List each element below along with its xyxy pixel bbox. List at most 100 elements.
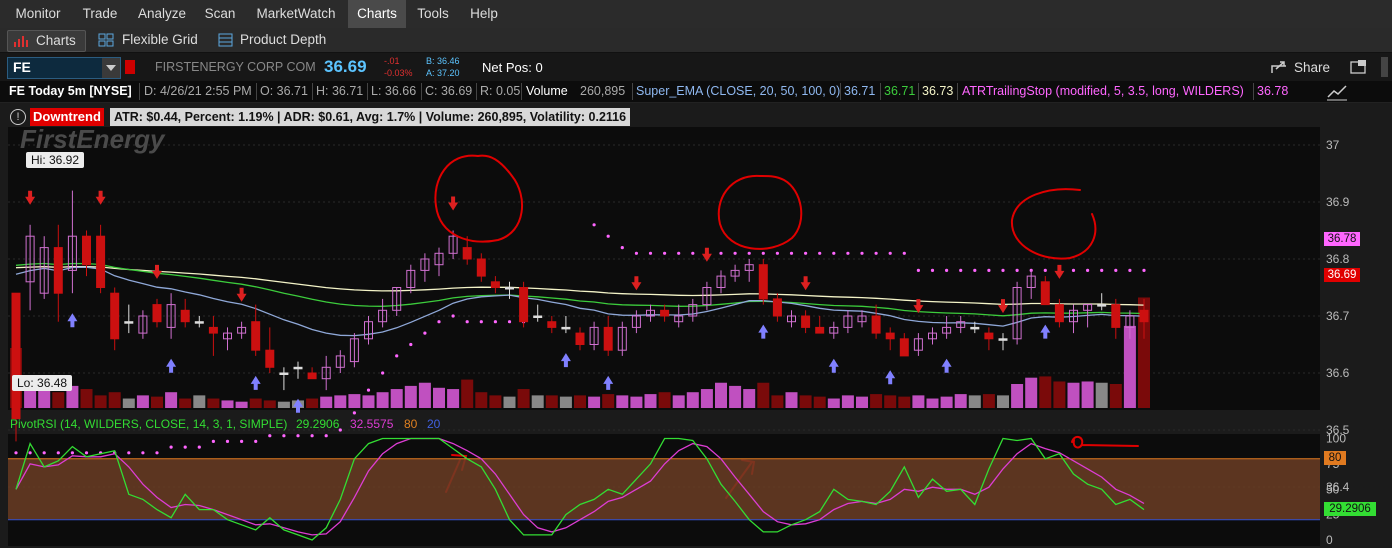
atr-stop-dot: [296, 434, 300, 438]
candle-body: [505, 287, 514, 290]
volume-bar: [658, 392, 671, 408]
atr-stop-dot: [282, 434, 286, 438]
volume-bar: [447, 389, 460, 408]
atr-stop-dot: [930, 268, 935, 272]
volume-bar: [52, 392, 65, 408]
buy-signal-arrow: [885, 370, 896, 385]
candle-body: [194, 321, 204, 324]
volume-bar: [588, 396, 601, 408]
candle-body: [138, 315, 148, 334]
share-button[interactable]: Share: [1268, 53, 1332, 81]
atr-study-label[interactable]: ATRTrailingStop (modified, 5, 3.5, long,…: [962, 84, 1244, 98]
atr-stop-dot: [1142, 268, 1146, 272]
volume-bar: [940, 396, 953, 408]
annotation-circle-3: [1010, 188, 1097, 260]
ema-value-fast: 36.73: [922, 84, 954, 98]
volume-bar: [686, 392, 699, 408]
candle-body: [110, 292, 120, 340]
tab-charts[interactable]: Charts: [7, 30, 86, 52]
menu-marketwatch[interactable]: MarketWatch: [256, 6, 336, 21]
chart-title[interactable]: FE Today 5m [NYSE]: [9, 84, 132, 98]
volume-bar: [418, 382, 431, 408]
ema-20-line: [15, 266, 1145, 337]
atr-stop-dot: [945, 268, 949, 272]
detach-window-icon[interactable]: [1350, 59, 1368, 75]
candle-body: [434, 252, 444, 266]
bar-low: L: 36.66: [371, 84, 417, 98]
menu-charts[interactable]: Charts: [348, 0, 406, 28]
volume-bar: [870, 394, 883, 408]
candle-body: [293, 366, 303, 370]
volume-bar: [841, 395, 854, 408]
atr-stop-dot: [127, 451, 131, 455]
candle-body: [1139, 309, 1149, 323]
atr-stop-dot: [225, 439, 230, 443]
volume-bar: [1095, 382, 1108, 408]
rsi-study-label[interactable]: PivotRSI (14, WILDERS, CLOSE, 14, 3, 1, …: [10, 417, 288, 431]
atr-stop-dot: [451, 314, 455, 318]
bid-price: B: 36.46: [426, 56, 460, 66]
rsi-line: [15, 437, 1145, 541]
volume-bar: [193, 395, 206, 408]
volume-bar: [743, 389, 756, 408]
alert-flag-icon[interactable]: [125, 60, 135, 74]
candle-body: [1111, 304, 1121, 328]
buy-signal-arrow: [828, 358, 839, 373]
candle-body: [646, 309, 655, 317]
menu-analyze[interactable]: Analyze: [137, 6, 187, 21]
percent-change: -0.03%: [384, 68, 413, 78]
volume-label[interactable]: Volume: [526, 84, 568, 98]
candle-body: [307, 372, 317, 380]
menu-scan[interactable]: Scan: [204, 6, 236, 21]
rsi-oversold: 20: [427, 417, 441, 431]
candle-body: [1012, 287, 1022, 340]
atr-stop-dot: [592, 223, 596, 227]
volume-bar: [1109, 384, 1122, 408]
panel-handle[interactable]: [1381, 57, 1388, 77]
symbol-dropdown-button[interactable]: [102, 58, 120, 78]
candle-body: [152, 304, 162, 323]
atr-stop-dot: [888, 251, 892, 255]
volume-bar: [1039, 376, 1052, 408]
rsi-header: PivotRSI (14, WILDERS, CLOSE, 14, 3, 1, …: [0, 416, 1392, 433]
buy-signal-arrow: [293, 398, 303, 413]
atr-stop-dot: [1114, 268, 1118, 272]
company-name: FIRSTENERGY CORP COM: [155, 60, 316, 74]
volume-bar: [602, 394, 615, 408]
menu-monitor[interactable]: Monitor: [15, 6, 61, 21]
drawing-tool-icon[interactable]: [1326, 83, 1348, 101]
ema-study-label[interactable]: Super_EMA (CLOSE, 20, 50, 100, 0): [636, 84, 841, 98]
candle-body: [942, 326, 952, 334]
candle-body: [885, 332, 895, 340]
alert-info-icon[interactable]: !: [10, 109, 26, 125]
atr-stop-dot: [183, 445, 187, 449]
volume-bar: [207, 398, 220, 408]
rsi-ob-tag: 80: [1324, 451, 1346, 465]
volume-bar: [898, 396, 911, 408]
candle-body: [744, 264, 754, 271]
sell-signal-arrow: [448, 196, 459, 211]
volume-bar: [884, 395, 897, 408]
menu-help[interactable]: Help: [470, 6, 498, 21]
volume-bar: [545, 395, 558, 408]
ema-value-mid: 36.71: [884, 84, 916, 98]
symbol-input[interactable]: FE: [7, 57, 121, 79]
candle-body: [984, 332, 994, 340]
candle-body: [39, 247, 49, 294]
volume-bar: [306, 398, 319, 408]
candle-body: [716, 275, 726, 289]
candle-body: [533, 315, 543, 318]
volume-bar: [1138, 297, 1150, 408]
ask-price: A: 37.20: [426, 68, 460, 78]
atr-stop-dot: [268, 434, 272, 438]
menu-tools[interactable]: Tools: [417, 6, 449, 21]
candle-body: [730, 269, 740, 277]
menu-trade[interactable]: Trade: [82, 6, 118, 21]
volume-bar: [348, 394, 361, 408]
atr-stop-dot: [493, 320, 497, 324]
candle-body: [406, 269, 416, 288]
candle-body: [970, 326, 980, 330]
volume-bar: [1025, 377, 1038, 408]
trend-badge: Downtrend: [30, 108, 104, 126]
